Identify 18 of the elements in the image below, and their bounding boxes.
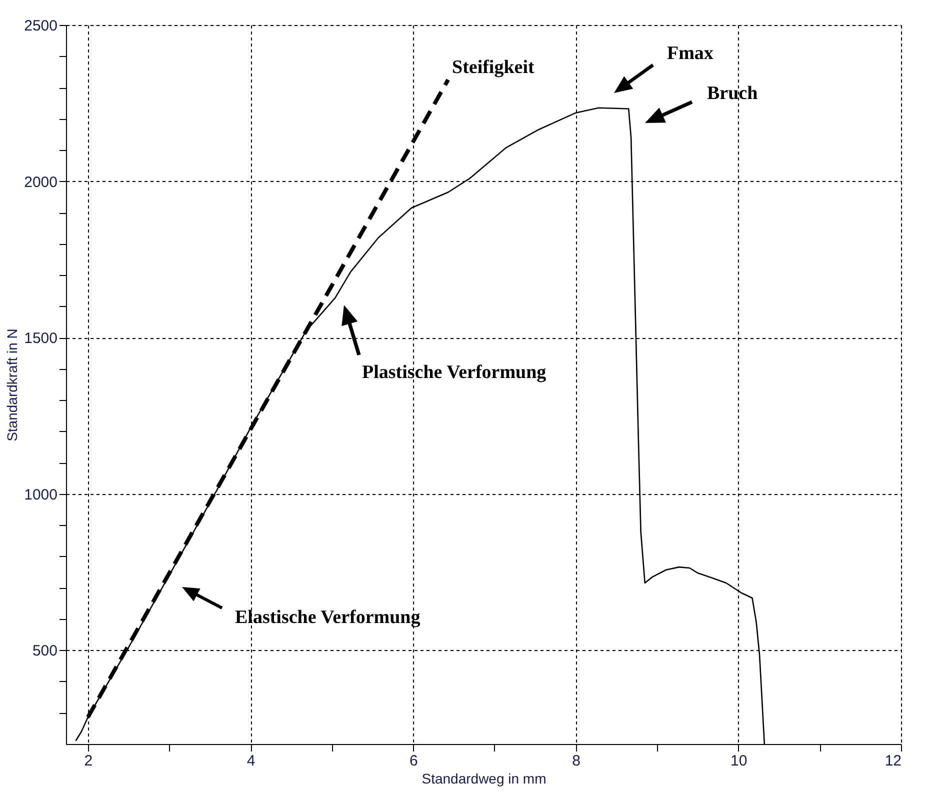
y-tick-label: 2000 (24, 174, 58, 191)
x-tick-label: 8 (572, 752, 580, 770)
x-tick-label: 4 (246, 752, 256, 770)
x-tick-label: 6 (410, 752, 418, 770)
y-tick-label: 1000 (24, 486, 58, 504)
x-axis-title: Standardweg in mm (422, 770, 546, 786)
annotation: Fmax (667, 43, 714, 64)
x-tick-label: 2 (84, 752, 93, 770)
x-tick-label: 10 (730, 752, 748, 770)
x-tick-label: 12 (884, 752, 902, 770)
annotation: Elastische Verformung (235, 607, 421, 628)
annotation: Plastische Verformung (362, 362, 547, 383)
annotation: Steifigkeit (452, 57, 535, 78)
y-axis-title: Standardkraft in N (4, 328, 20, 442)
y-tick-label: 500 (32, 642, 58, 660)
y-tick-label: 1500 (24, 330, 58, 348)
annotation: Bruch (707, 83, 758, 104)
y-tick-label: 2500 (24, 18, 58, 34)
